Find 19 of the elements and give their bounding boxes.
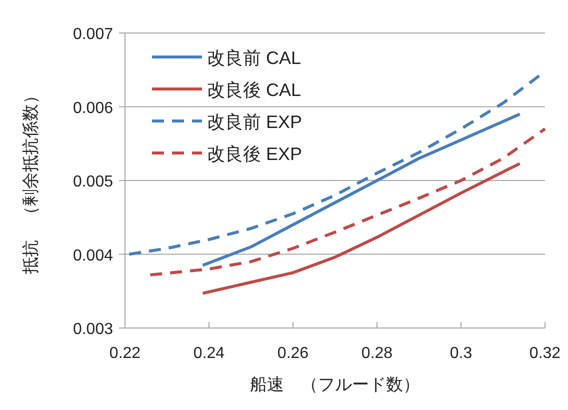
- x-tick-label: 0.22: [109, 345, 141, 362]
- y-tick-label: 0.004: [72, 247, 114, 264]
- legend-label: 改良後 CAL: [207, 80, 302, 100]
- x-tick-label: 0.3: [450, 345, 472, 362]
- legend-label: 改良前 EXP: [207, 112, 302, 132]
- x-tick-label: 0.28: [361, 345, 393, 362]
- y-tick-label: 0.005: [72, 174, 114, 190]
- y-tick-label: 0.006: [72, 100, 114, 117]
- y-tick-label: 0.003: [72, 321, 114, 338]
- line-series: [201, 162, 522, 295]
- y-tick-label: 0.007: [72, 26, 114, 43]
- line-series: [201, 112, 522, 267]
- x-tick-label: 0.32: [529, 345, 561, 362]
- x-tick-label: 0.26: [277, 345, 309, 362]
- x-axis-title: 船速 （フルード数）: [250, 375, 420, 394]
- legend-label: 改良前 CAL: [207, 48, 302, 68]
- x-tick-label: 0.24: [193, 345, 225, 362]
- legend-label: 改良後 EXP: [207, 144, 302, 164]
- y-axis-title: 抵抗 （剰余抵抗係数）: [21, 87, 40, 275]
